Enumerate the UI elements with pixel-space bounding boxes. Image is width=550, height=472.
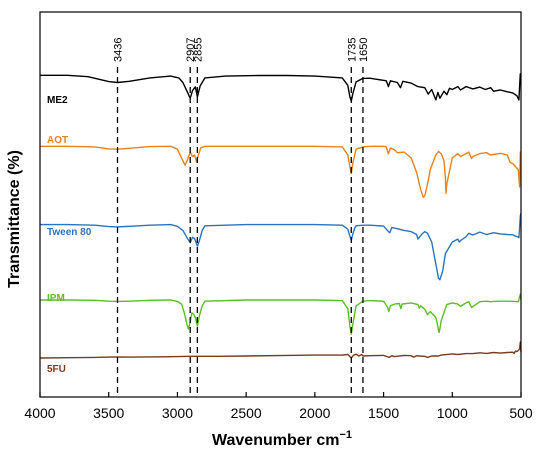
reference-line-label-2: 2855 (192, 38, 204, 62)
y-axis-label: Transmittance (%) (6, 150, 23, 288)
x-tick-label-4: 2000 (299, 405, 330, 421)
x-axis-label-superscript: −1 (339, 429, 352, 441)
series-line-0 (40, 73, 522, 102)
series-layer (39, 73, 522, 359)
series-line-2 (40, 212, 522, 281)
series-label-2: Tween 80 (47, 227, 92, 238)
reference-line-label-0: 3436 (113, 38, 125, 62)
series-label-4: 5FU (47, 364, 66, 375)
plot-frame (39, 11, 522, 398)
series-label-1: AOT (47, 135, 68, 146)
series-label-0: ME2 (47, 95, 68, 106)
series-line-3 (40, 293, 522, 335)
x-axis-label-text: Wavenumber cm (212, 432, 339, 449)
x-tick-label-7: 500 (509, 405, 533, 421)
reference-line-label-1: 2907 (185, 38, 197, 62)
series-line-1 (40, 145, 522, 199)
series-labels: ME2 AOT Tween 80 IPM 5FU (47, 95, 92, 375)
x-axis-label: Wavenumber cm−1 (212, 429, 352, 449)
reference-line-label-4: 1650 (358, 38, 370, 62)
reference-line-label-3: 1735 (346, 38, 358, 62)
x-tick-label-0: 4000 (24, 405, 55, 421)
x-tick-label-5: 1500 (368, 405, 399, 421)
series-line-4 (39, 341, 522, 359)
x-tick-label-2: 3000 (162, 405, 193, 421)
x-tick-label-1: 3500 (93, 405, 124, 421)
x-axis: 4000 3500 3000 2500 2000 1500 1000 500 (24, 392, 533, 421)
x-tick-label-3: 2500 (231, 405, 262, 421)
x-tick-label-6: 1000 (437, 405, 468, 421)
series-label-3: IPM (47, 293, 65, 304)
